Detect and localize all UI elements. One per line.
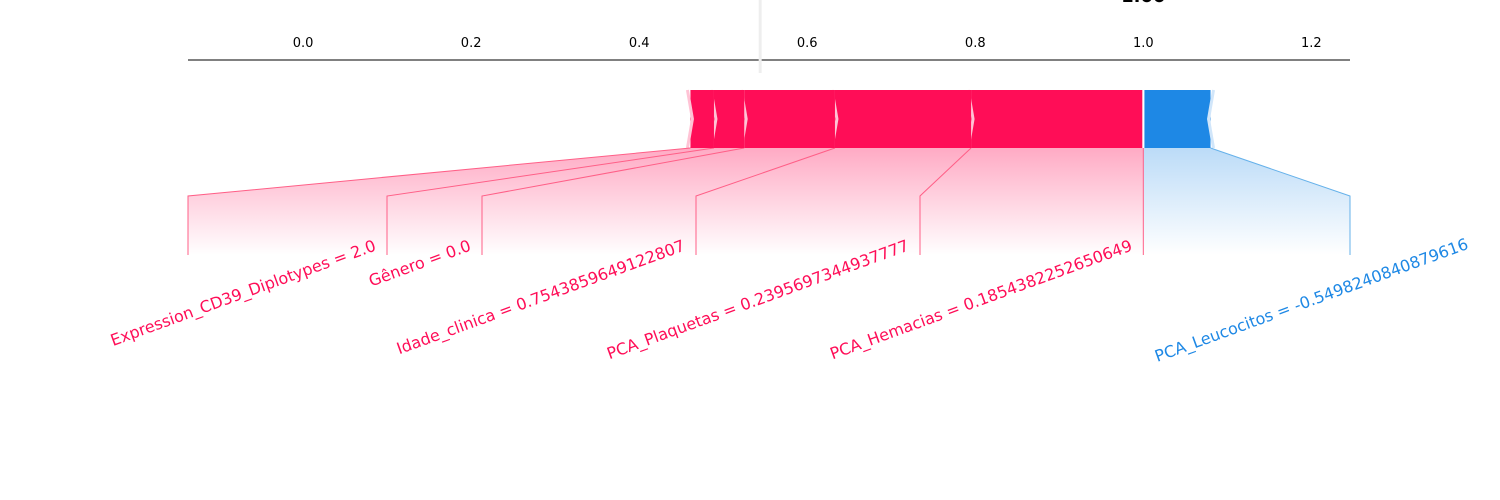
connector	[481, 147, 745, 255]
negative-segment	[1144, 90, 1211, 148]
x-tick-label: 0.4	[629, 36, 650, 51]
positive-segment	[713, 90, 745, 148]
separator	[1207, 89, 1216, 149]
positive-segment	[690, 90, 714, 148]
separator	[685, 89, 694, 149]
output-label: 1.00	[1121, 0, 1165, 7]
negative-area	[1143, 148, 1350, 255]
x-tick-label: 0.0	[293, 36, 314, 51]
connector	[919, 147, 972, 255]
positive-segment	[744, 90, 835, 148]
connector	[386, 147, 715, 255]
connector	[1210, 147, 1351, 255]
x-tick-label: 0.2	[461, 36, 482, 51]
x-tick-label: 1.0	[1133, 36, 1154, 51]
positive-area	[188, 148, 1144, 255]
connector	[695, 147, 836, 255]
positive-segment	[971, 90, 1144, 148]
positive-segment	[834, 90, 972, 148]
x-tick-label: 1.2	[1301, 36, 1322, 51]
x-tick-label: 0.6	[797, 36, 818, 51]
connector	[187, 147, 691, 255]
x-tick-label: 0.8	[965, 36, 986, 51]
